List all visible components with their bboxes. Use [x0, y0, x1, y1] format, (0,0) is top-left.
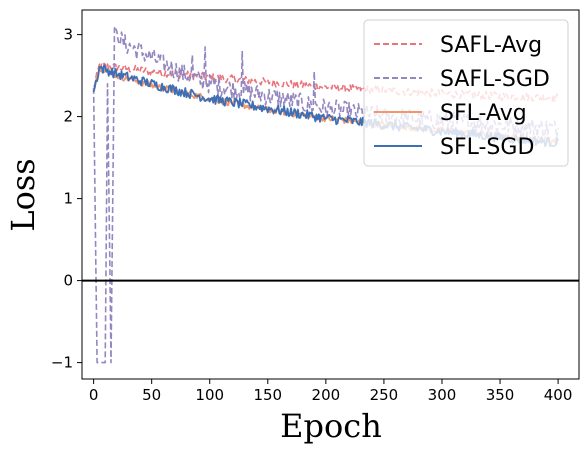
- legend-label: SFL-Avg: [440, 101, 527, 126]
- legend-label: SFL-SGD: [440, 135, 534, 160]
- x-tick-label: 200: [312, 386, 341, 404]
- plot-frame: [81, 9, 580, 380]
- y-axis-title: Loss: [4, 158, 42, 231]
- x-tick-label: 300: [428, 386, 457, 404]
- y-tick-label: 0: [63, 272, 73, 290]
- y-tick-label: −1: [51, 354, 73, 372]
- x-axis-title: Epoch: [280, 407, 382, 445]
- x-tick-label: 50: [142, 386, 161, 404]
- tick-layer: 0 50 100 150 200 250 300 350 400 −1 0 1 2 3: [51, 26, 573, 404]
- x-tick-label: 250: [370, 386, 399, 404]
- x-tick-label: 400: [544, 386, 573, 404]
- legend-label: SAFL-Avg: [440, 33, 542, 58]
- legend: SAFL-Avg SAFL-SGD SFL-Avg SFL-SGD: [363, 19, 569, 167]
- x-tick-label: 350: [486, 386, 515, 404]
- x-tick-label: 100: [195, 386, 224, 404]
- legend-box: [363, 19, 569, 167]
- y-tick-label: 1: [63, 190, 73, 208]
- x-tick-label: 0: [89, 386, 99, 404]
- y-tick-label: 2: [63, 108, 73, 126]
- x-tick-label: 150: [253, 386, 282, 404]
- legend-label: SAFL-SGD: [440, 67, 550, 92]
- y-tick-label: 3: [63, 26, 73, 44]
